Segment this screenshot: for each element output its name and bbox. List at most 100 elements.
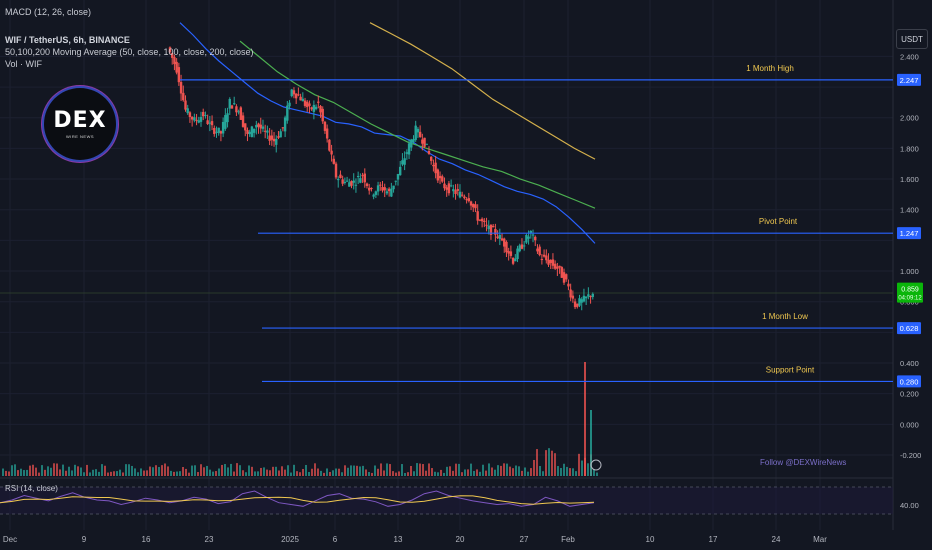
volume-bar bbox=[209, 469, 211, 476]
candle-body bbox=[412, 139, 415, 142]
candle-body bbox=[416, 128, 420, 133]
volume-bar bbox=[146, 470, 148, 476]
volume-bar bbox=[203, 467, 205, 476]
volume-bar bbox=[26, 469, 28, 476]
candle-body bbox=[323, 121, 327, 131]
volume-bar bbox=[413, 471, 415, 476]
volume-bar bbox=[437, 472, 439, 476]
candle-body bbox=[476, 211, 479, 221]
candle-body bbox=[582, 295, 586, 302]
volume-bar bbox=[593, 469, 595, 476]
volume-bar bbox=[122, 472, 124, 476]
candle-body bbox=[314, 106, 318, 110]
volume-bar bbox=[38, 472, 40, 476]
candle-body bbox=[531, 234, 535, 236]
volume-bar bbox=[314, 463, 316, 476]
volume-bar bbox=[200, 464, 202, 476]
currency-button[interactable]: USDT bbox=[896, 29, 928, 49]
rsi-title[interactable]: RSI (14, close) bbox=[5, 484, 58, 493]
price-tick-label: -0.200 bbox=[900, 451, 921, 460]
candle-body bbox=[387, 188, 391, 192]
volume-bar bbox=[17, 470, 19, 476]
candle-body bbox=[505, 241, 508, 253]
time-tick-label: 16 bbox=[142, 535, 151, 544]
volume-bar-spike bbox=[584, 362, 586, 476]
candle-body bbox=[385, 191, 389, 194]
candle-body bbox=[494, 228, 497, 235]
volume-bar bbox=[98, 471, 100, 476]
grid-lines bbox=[0, 0, 894, 530]
candle-body bbox=[204, 115, 207, 117]
volume-bar bbox=[197, 472, 199, 476]
time-axis[interactable]: Dec 9 16 23 2025 6 13 20 27 Feb 10 17 24 Mar bbox=[3, 535, 827, 544]
volume-bar bbox=[503, 463, 505, 476]
time-tick-label: 9 bbox=[82, 535, 87, 544]
volume-bar bbox=[191, 465, 193, 476]
candle-body bbox=[261, 126, 265, 129]
level-name: 1 Month Low bbox=[762, 312, 808, 321]
volume-bar bbox=[152, 467, 154, 476]
candle-body bbox=[489, 224, 493, 235]
macd-indicator-title[interactable]: MACD (12, 26, close) bbox=[5, 7, 92, 17]
volume-bar bbox=[548, 448, 550, 476]
candle-body bbox=[361, 175, 364, 177]
volume-bar bbox=[272, 466, 274, 476]
symbol-title[interactable]: WIF / TetherUS, 6h, BINANCE bbox=[5, 35, 130, 45]
candle-body bbox=[458, 191, 462, 198]
price-axis[interactable]: 2.4002.0001.8001.6001.4001.0000.8000.400… bbox=[897, 52, 923, 510]
candle-body bbox=[405, 152, 409, 154]
moving-average-title[interactable]: 50,100,200 Moving Average (50, close, 10… bbox=[5, 47, 254, 57]
volume-bar bbox=[545, 450, 547, 476]
volume-bar bbox=[263, 467, 265, 476]
candle-body bbox=[177, 67, 181, 83]
candle-body bbox=[352, 180, 355, 183]
volume-bar bbox=[455, 463, 457, 476]
volume-bar bbox=[515, 465, 517, 476]
candle-body bbox=[429, 156, 433, 161]
level-price-tag bbox=[897, 375, 921, 388]
candle-body bbox=[410, 139, 413, 148]
candle-body bbox=[571, 295, 575, 299]
rsi-ma-line bbox=[0, 495, 595, 505]
volume-bar bbox=[125, 464, 127, 476]
volume-bar bbox=[182, 467, 184, 476]
candle-body bbox=[184, 100, 187, 110]
candle-body bbox=[547, 259, 550, 265]
candle-body bbox=[290, 89, 293, 97]
volume-bar bbox=[290, 472, 292, 476]
volume-bar bbox=[395, 472, 397, 476]
volume-bar bbox=[563, 463, 565, 476]
candle-body bbox=[549, 259, 552, 264]
volume-bar bbox=[275, 466, 277, 476]
volume-bar bbox=[536, 449, 538, 476]
candle-body bbox=[365, 183, 369, 187]
volume-bar bbox=[353, 465, 355, 476]
volume-bar bbox=[509, 466, 511, 476]
volume-title[interactable]: Vol · WIF bbox=[5, 59, 43, 69]
candle-body bbox=[516, 248, 519, 259]
volume-bar bbox=[320, 470, 322, 476]
volume-bar bbox=[251, 466, 253, 476]
candle-body bbox=[356, 175, 360, 178]
volume-bar bbox=[29, 465, 31, 476]
candle-body bbox=[345, 180, 349, 182]
candle-body bbox=[418, 131, 422, 138]
time-tick-label: 20 bbox=[456, 535, 465, 544]
volume-bar bbox=[233, 471, 235, 476]
volume-bar bbox=[350, 465, 352, 476]
volume-bar bbox=[506, 463, 508, 476]
candle-body bbox=[589, 296, 592, 298]
candle-body bbox=[277, 136, 280, 138]
volume-bar bbox=[254, 471, 256, 476]
volume-bar bbox=[482, 464, 484, 476]
candle-body bbox=[319, 106, 322, 113]
volume-bar bbox=[299, 472, 301, 476]
candle-body bbox=[565, 274, 568, 280]
price-tick-label: 1.000 bbox=[900, 267, 919, 276]
candle-body bbox=[197, 120, 200, 123]
candle-body bbox=[171, 53, 174, 58]
candle-body bbox=[372, 194, 375, 197]
volume-bar bbox=[284, 469, 286, 476]
volume-bar bbox=[293, 464, 295, 476]
